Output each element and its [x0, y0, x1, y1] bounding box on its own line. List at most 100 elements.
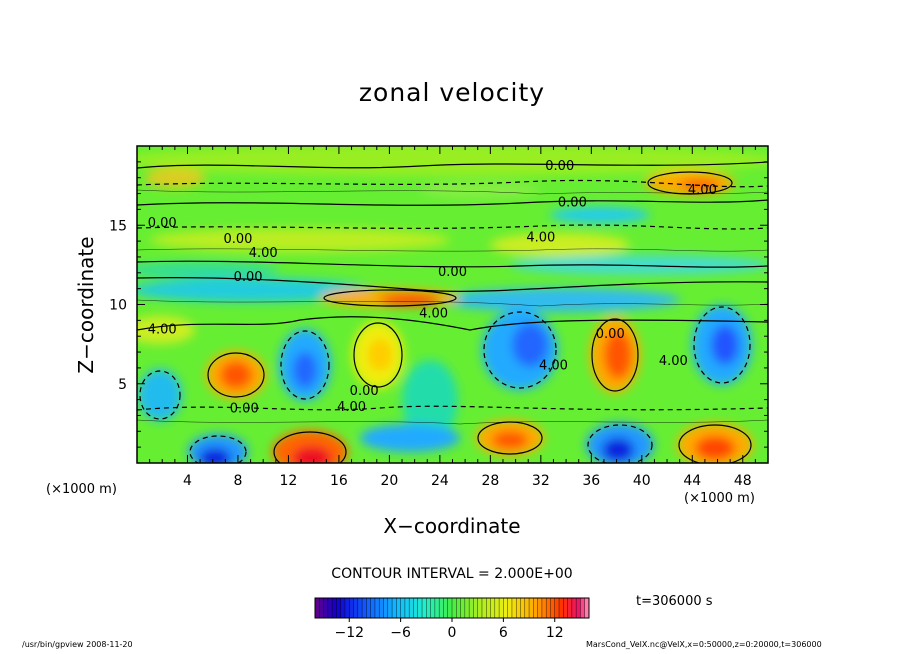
colorbar-swatch [374, 598, 380, 618]
colorbar-swatch [516, 598, 521, 618]
colorbar-swatch [443, 598, 449, 618]
colorbar-swatch [567, 598, 573, 618]
colorbar-swatch [409, 598, 414, 618]
colorbar-swatch [494, 598, 500, 618]
colorbar-swatch [486, 598, 492, 618]
colorbar-swatch [404, 598, 410, 618]
colorbar-swatch [396, 598, 402, 618]
colorbar-swatch [383, 598, 389, 618]
colorbar-swatch [460, 598, 466, 618]
colorbar-swatch [503, 598, 509, 618]
colorbar-swatch [315, 598, 320, 618]
colorbar-swatch [537, 598, 543, 618]
colorbar-swatch [541, 598, 547, 618]
contour-label: 4.00 [526, 230, 555, 245]
colorbar-swatch [511, 598, 517, 618]
colorbar-swatch [520, 598, 526, 618]
footer-left: /usr/bin/gpview 2008-11-20 [22, 640, 133, 649]
x-tick-label: 48 [734, 473, 752, 489]
contour-label: 4.00 [688, 183, 717, 198]
colorbar-swatch [563, 598, 569, 618]
colorbar-swatch [571, 598, 577, 618]
x-tick-label: 24 [431, 473, 449, 489]
colorbar-swatch [447, 598, 453, 618]
y-tick-label: 15 [109, 218, 127, 234]
x-tick-label: 12 [280, 473, 298, 489]
colorbar-swatch [499, 598, 504, 618]
x-tick-label: 20 [380, 473, 398, 489]
colorbar-swatch [357, 598, 363, 618]
x-axis-label: X−coordinate [383, 514, 521, 538]
colorbar-swatch [353, 598, 359, 618]
colorbar-swatch [319, 598, 325, 618]
colorbar-swatch [370, 598, 376, 618]
colorbar-swatch [469, 598, 474, 618]
colorbar-swatch [336, 598, 342, 618]
colorbar-swatch [490, 598, 496, 618]
colorbar-swatch [422, 598, 427, 618]
x-unit-label-right: (×1000 m) [684, 491, 755, 506]
x-tick-label: 28 [481, 473, 499, 489]
colorbar-swatch [323, 598, 329, 618]
colorbar-swatch [559, 598, 564, 618]
colorbar-swatch [554, 598, 560, 618]
colorbar-swatch [379, 598, 384, 618]
time-label: t=306000 s [636, 594, 713, 609]
colorbar-swatch [434, 598, 440, 618]
x-unit-label-left: (×1000 m) [46, 482, 117, 497]
y-tick-label: 5 [118, 377, 127, 393]
chart-title: zonal velocity [358, 78, 546, 107]
colorbar-swatch [584, 598, 590, 618]
contour-label: 0.00 [545, 159, 574, 174]
colorbar-swatch [400, 598, 406, 618]
colorbar-swatch [456, 598, 462, 618]
colorbar-swatch [524, 598, 530, 618]
colorbar-tick-label: −12 [334, 625, 364, 641]
colorbar-swatch [473, 598, 479, 618]
velocity-field: 0.000.004.000.000.004.000.004.000.004.00… [137, 146, 768, 463]
colorbar-swatch [340, 598, 346, 618]
colorbar-tick-label: 12 [546, 625, 564, 641]
contour-label: 4.00 [249, 246, 278, 261]
contour-label: 0.00 [148, 216, 177, 231]
colorbar-swatch [481, 598, 487, 618]
colorbar-swatch [349, 598, 355, 618]
colorbar-swatch [529, 598, 534, 618]
contour-label: 0.00 [350, 384, 379, 399]
contour-label: 4.00 [148, 322, 177, 337]
colorbar-swatch [477, 598, 483, 618]
contour-label: 4.00 [419, 306, 448, 321]
colorbar-tick-label: 6 [499, 625, 508, 641]
colorbar-swatch [452, 598, 457, 618]
colorbar-swatch [533, 598, 539, 618]
x-tick-label: 40 [633, 473, 651, 489]
footer-right: MarsCond_VelX.nc@VelX,x=0:50000,z=0:2000… [586, 640, 822, 649]
colorbar-swatch [387, 598, 393, 618]
x-tick-label: 4 [183, 473, 192, 489]
x-tick-label: 16 [330, 473, 348, 489]
contour-label: 0.00 [223, 232, 252, 247]
x-tick-label: 8 [233, 473, 242, 489]
contour-label: 4.00 [337, 400, 366, 415]
colorbar-swatch [546, 598, 551, 618]
colorbar-swatch [507, 598, 513, 618]
y-tick-label: 10 [109, 298, 127, 314]
colorbar-swatch [430, 598, 436, 618]
colorbar-swatch [580, 598, 586, 618]
contour-label: 4.00 [659, 354, 688, 369]
colorbar-swatch [464, 598, 470, 618]
contour-interval-label: CONTOUR INTERVAL = 2.000E+00 [331, 566, 573, 582]
colorbar-swatch [392, 598, 397, 618]
colorbar-swatch [550, 598, 556, 618]
colorbar-swatch [332, 598, 337, 618]
contour-label: 0.00 [558, 195, 587, 210]
colorbar-swatch [362, 598, 367, 618]
colorbar-swatch [344, 598, 350, 618]
colorbar-swatch [439, 598, 444, 618]
colorbar-swatch [576, 598, 581, 618]
contour-label: 0.00 [234, 270, 263, 285]
colorbar-swatch [426, 598, 432, 618]
colorbar-swatch [327, 598, 333, 618]
contour-label: 0.00 [438, 265, 467, 280]
